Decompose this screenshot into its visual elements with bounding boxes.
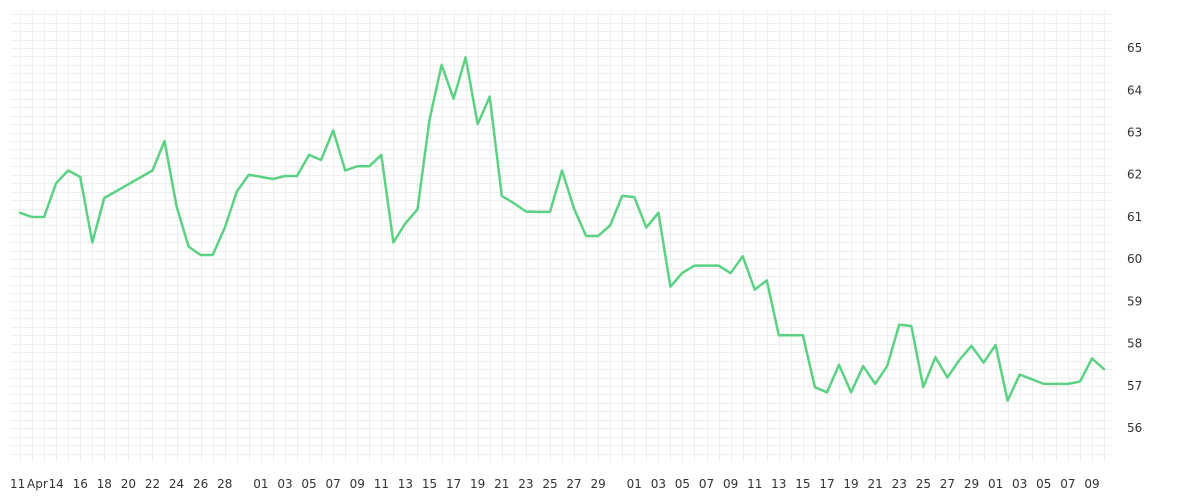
y-tick-label: 65 <box>1127 41 1142 55</box>
x-tick-label: 25 <box>916 477 931 491</box>
y-tick-label: 57 <box>1127 379 1142 393</box>
x-tick-label: 03 <box>277 477 292 491</box>
x-tick-label: 01 <box>988 477 1003 491</box>
x-tick-label: 07 <box>699 477 714 491</box>
x-tick-label: 15 <box>422 477 437 491</box>
plot-area <box>18 56 1106 402</box>
x-tick-label: 28 <box>217 477 232 491</box>
series-line <box>18 56 1106 402</box>
x-tick-label: 07 <box>326 477 341 491</box>
x-tick-label: 09 <box>350 477 365 491</box>
x-tick-label: 11 <box>747 477 762 491</box>
x-tick-label: 03 <box>651 477 666 491</box>
x-tick-label: 26 <box>193 477 208 491</box>
x-tick-label: 17 <box>446 477 461 491</box>
x-tick-label: 27 <box>940 477 955 491</box>
x-tick-label: 05 <box>301 477 316 491</box>
x-tick-label: 07 <box>1060 477 1075 491</box>
x-tick-label: 14 <box>48 477 63 491</box>
x-tick-label: 13 <box>398 477 413 491</box>
x-tick-label: 25 <box>542 477 557 491</box>
y-tick-label: 56 <box>1127 421 1142 435</box>
y-tick-label: 62 <box>1127 168 1142 182</box>
x-tick-label: 01 <box>253 477 268 491</box>
x-tick-label: 05 <box>675 477 690 491</box>
x-tick-label: 22 <box>145 477 160 491</box>
x-tick-label: 03 <box>1012 477 1027 491</box>
x-tick-label: 19 <box>843 477 858 491</box>
x-tick-label: 11 <box>10 477 25 491</box>
x-tick-label: 18 <box>97 477 112 491</box>
x-tick-label: 23 <box>518 477 533 491</box>
x-tick-label: 15 <box>795 477 810 491</box>
x-tick-label: 23 <box>892 477 907 491</box>
x-tick-label: 20 <box>121 477 136 491</box>
x-tick-label: 19 <box>470 477 485 491</box>
y-grid-lines <box>10 14 1112 455</box>
x-tick-label: 17 <box>819 477 834 491</box>
y-tick-label: 58 <box>1127 337 1142 351</box>
x-tick-label: 27 <box>566 477 581 491</box>
y-tick-label: 60 <box>1127 252 1142 266</box>
y-axis-tick-labels: 56 57 58 59 60 61 62 63 64 65 <box>1127 41 1142 435</box>
y-tick-label: 61 <box>1127 210 1142 224</box>
x-tick-label: 21 <box>868 477 883 491</box>
x-tick-label: 01 <box>627 477 642 491</box>
x-axis-tick-labels: 11 Apr 14 16 18 20 22 24 26 28 01 03 05 07 09 11 13 15 17 1… <box>10 477 1100 491</box>
y-tick-label: 64 <box>1127 83 1142 97</box>
x-tick-label: 21 <box>494 477 509 491</box>
x-tick-label: 09 <box>1084 477 1099 491</box>
x-tick-label: 29 <box>590 477 605 491</box>
x-tick-label: 16 <box>73 477 88 491</box>
x-tick-label: Apr <box>27 477 48 491</box>
x-tick-label: 13 <box>771 477 786 491</box>
x-tick-label: 09 <box>723 477 738 491</box>
y-tick-label: 59 <box>1127 294 1142 308</box>
x-tick-label: 11 <box>374 477 389 491</box>
x-tick-label: 05 <box>1036 477 1051 491</box>
x-tick-label: 24 <box>169 477 184 491</box>
x-tick-label: 29 <box>964 477 979 491</box>
y-tick-label: 63 <box>1127 126 1142 140</box>
